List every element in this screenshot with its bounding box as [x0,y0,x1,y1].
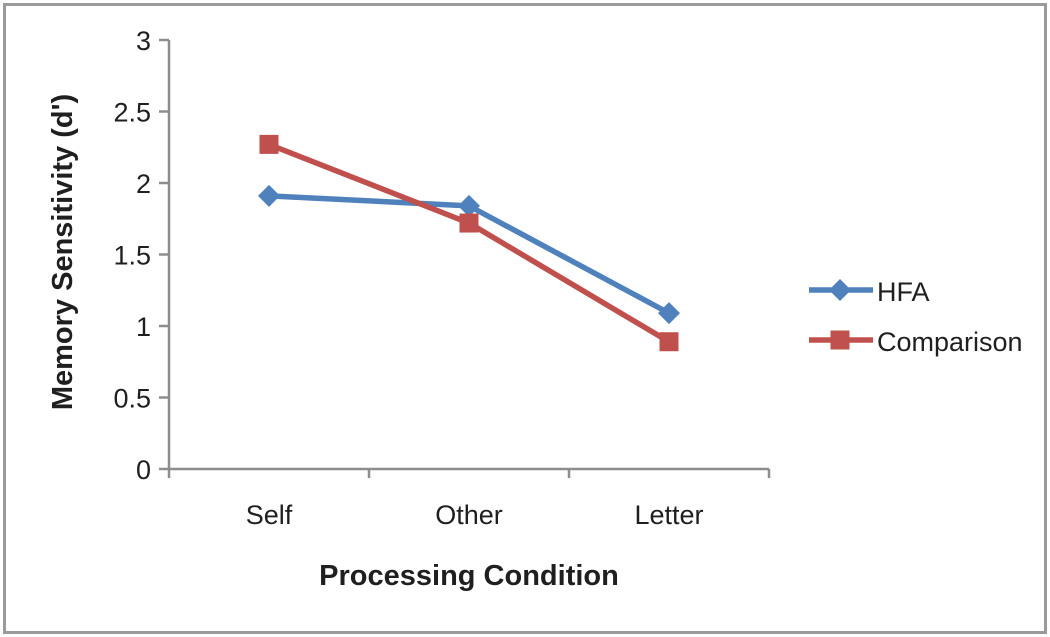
marker-diamond [829,279,851,301]
x-category-label: Other [435,500,503,530]
chart-frame [3,3,1047,634]
legend-diamond-icon [809,279,873,301]
legend-square-icon [809,330,873,350]
marker-diamond [258,184,280,207]
marker-square [259,134,279,154]
y-tick-label: 3 [136,26,151,56]
marker-diamond [658,302,680,325]
y-tick-label: 1.5 [113,241,151,271]
marker-square [659,332,679,352]
series-line-comparison [267,141,671,345]
legend-key-comparison [808,327,874,358]
marker-diamond [458,194,480,217]
x-category-label: Self [246,500,293,530]
y-tick-label: 2.5 [113,98,151,128]
marker-square [830,330,850,350]
legend-item-hfa: HFA [808,276,1023,309]
legend-key-hfa [808,277,874,308]
legend: HFA Comparison [808,276,1023,359]
y-axis-title: Memory Sensitivity (d') [47,93,79,411]
marker-square [459,213,479,233]
y-tick-label: 0.5 [113,384,151,414]
legend-label-comparison: Comparison [877,327,1023,357]
x-category-label: Letter [634,500,703,530]
y-tick-label: 1 [136,312,151,342]
y-tick-label: 2 [136,169,151,199]
legend-label-hfa: HFA [877,277,930,307]
y-tick-label: 0 [136,455,151,485]
legend-item-comparison: Comparison [808,326,1023,359]
x-axis-title: Processing Condition [319,560,619,592]
